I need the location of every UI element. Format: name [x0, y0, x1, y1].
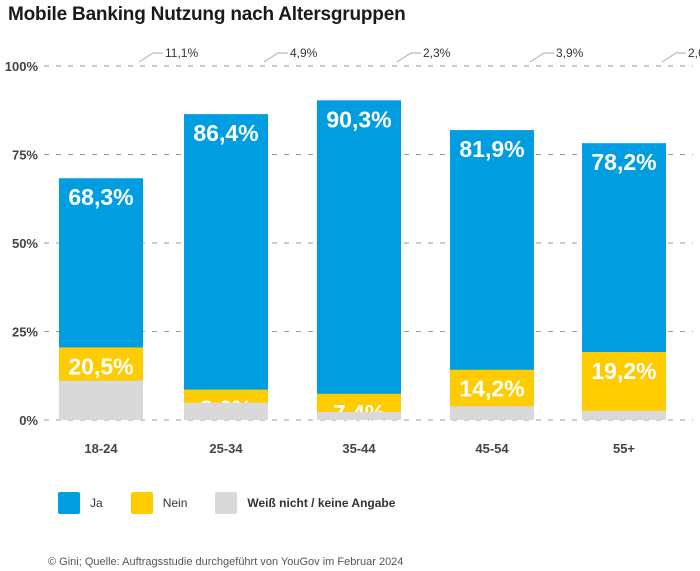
- x-tick-label: 45-54: [475, 441, 509, 456]
- legend-item-ja: Ja: [58, 492, 103, 514]
- callout-line: [396, 52, 421, 63]
- legend: Ja Nein Weiß nicht / keine Angabe: [58, 492, 423, 514]
- data-label: 90,3%: [326, 106, 391, 132]
- legend-swatch-nein: [130, 492, 153, 514]
- x-tick-label: 55+: [613, 441, 635, 456]
- legend-item-unknown: Weiß nicht / keine Angabe: [215, 492, 395, 514]
- legend-label-ja: Ja: [90, 496, 103, 510]
- data-label: 14,2%: [459, 376, 524, 402]
- data-label: 86,4%: [193, 120, 258, 146]
- callout-line: [263, 52, 288, 63]
- bar-segment: [582, 410, 666, 420]
- data-label: 2,3%: [423, 46, 451, 60]
- data-label: 20,5%: [68, 353, 133, 379]
- data-label: 78,2%: [591, 149, 656, 175]
- callout-line: [661, 52, 686, 63]
- legend-label-nein: Nein: [162, 496, 188, 510]
- legend-item-nein: Nein: [130, 492, 188, 514]
- bar-segment: [317, 411, 401, 420]
- callout-line: [138, 52, 163, 63]
- bar-segment: [59, 380, 143, 420]
- bar-segment: [184, 114, 268, 421]
- data-label: 4,9%: [290, 46, 318, 60]
- y-tick-label: 25%: [12, 325, 38, 340]
- legend-swatch-ja: [58, 492, 80, 514]
- x-tick-label: 25-34: [209, 441, 243, 456]
- bar-segment: [582, 352, 666, 420]
- legend-label-unknown: Weiß nicht / keine Angabe: [247, 496, 396, 510]
- data-label: 2,6%: [688, 46, 700, 60]
- chart-title: Mobile Banking Nutzung nach Altersgruppe…: [8, 4, 406, 25]
- y-tick-label: 50%: [12, 236, 38, 251]
- bar-segment: [317, 100, 401, 420]
- x-tick-label: 35-44: [342, 441, 376, 456]
- data-label: 19,2%: [591, 358, 656, 384]
- bar-segment: [184, 402, 268, 420]
- legend-swatch-unknown: [215, 492, 238, 514]
- x-tick-label: 18-24: [84, 441, 118, 456]
- y-tick-label: 75%: [12, 148, 38, 163]
- callout-line: [529, 52, 554, 63]
- source-note: © Gini; Quelle: Auftragsstudie durchgefü…: [48, 556, 404, 568]
- data-label: 81,9%: [459, 136, 524, 162]
- data-label: 11,1%: [165, 46, 198, 60]
- bar-segment: [450, 406, 534, 420]
- data-label: 3,9%: [556, 46, 584, 60]
- data-label: 68,3%: [68, 184, 133, 210]
- y-tick-label: 0%: [19, 413, 38, 428]
- y-tick-label: 100%: [5, 59, 39, 74]
